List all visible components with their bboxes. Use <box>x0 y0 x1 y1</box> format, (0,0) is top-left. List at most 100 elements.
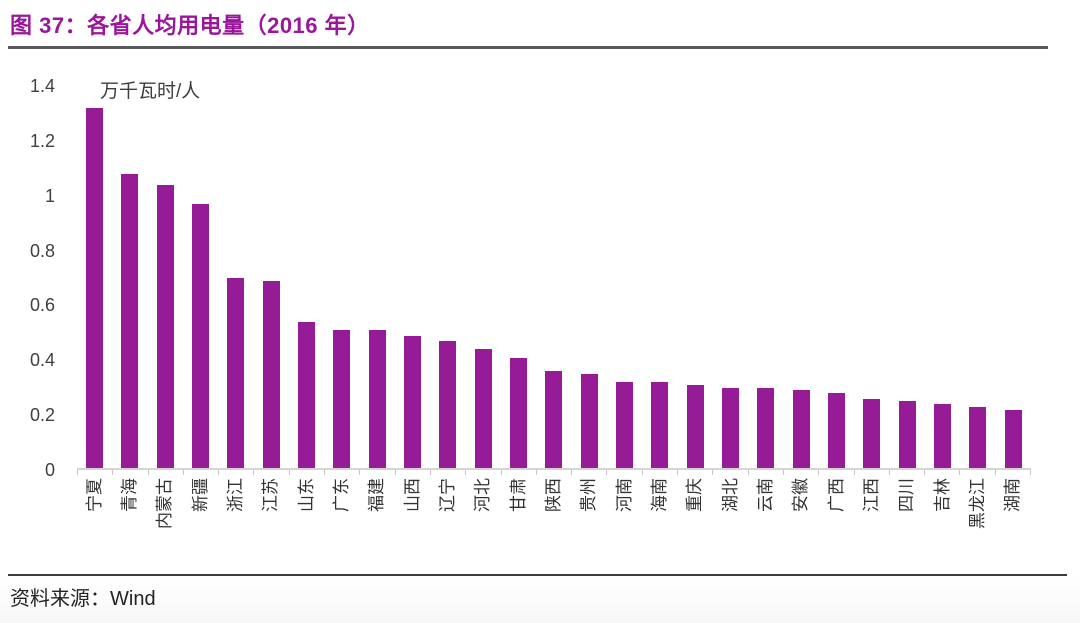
axis-tick <box>925 470 961 475</box>
bar-slot <box>77 86 112 470</box>
axis-tick <box>466 470 502 475</box>
bar-slot <box>607 86 642 470</box>
y-axis-tick-labels: 0 0.2 0.4 0.6 0.8 1 1.2 1.4 <box>0 0 55 480</box>
bar <box>192 203 210 470</box>
y-axis-tick-label: 1.2 <box>29 130 55 151</box>
bar-slot <box>748 86 783 470</box>
bar <box>580 374 598 470</box>
x-axis-ticks <box>77 470 1032 475</box>
bar <box>439 341 457 470</box>
bar <box>722 387 740 470</box>
bar-slot <box>466 86 501 470</box>
x-axis-label: 辽宁 <box>437 478 457 512</box>
bar <box>298 321 316 470</box>
axis-tick <box>890 470 926 475</box>
axis-tick <box>184 470 220 475</box>
y-axis-tick-label: 0 <box>44 460 55 480</box>
bar <box>227 278 245 470</box>
source-divider <box>8 574 1067 576</box>
axis-tick <box>325 470 361 475</box>
x-axis-label: 江西 <box>861 478 881 512</box>
x-axis-label: 湖北 <box>720 478 740 512</box>
axis-tick <box>254 470 290 475</box>
x-axis-label: 新疆 <box>190 478 210 512</box>
bar-slot <box>360 86 395 470</box>
y-axis-unit-label: 万千瓦时/人 <box>100 81 201 102</box>
y-axis-tick-label: 0.2 <box>29 405 55 426</box>
bar-slot <box>430 86 465 470</box>
bar-slot <box>642 86 677 470</box>
x-axis-label: 云南 <box>755 478 775 512</box>
y-axis-tick-label: 0.8 <box>29 240 55 261</box>
bar-slot <box>713 86 748 470</box>
x-axis-label: 湖南 <box>1003 478 1023 512</box>
bar <box>545 371 563 470</box>
bar <box>404 335 422 470</box>
y-axis-tick-label: 0.6 <box>29 295 55 316</box>
x-axis-label: 山西 <box>402 478 422 512</box>
axis-tick <box>113 470 149 475</box>
x-axis-label: 浙江 <box>225 478 245 512</box>
bar <box>863 398 881 470</box>
figure-title: 图 37：各省人均用电量（2016 年） <box>10 13 370 38</box>
axis-tick <box>396 470 431 475</box>
axis-tick <box>219 470 255 475</box>
x-axis-label: 贵州 <box>579 478 599 512</box>
bar <box>1004 409 1022 470</box>
bar-slot <box>395 86 430 470</box>
bar <box>333 330 351 470</box>
axis-tick <box>678 470 714 475</box>
axis-tick <box>290 470 326 475</box>
bar-slot <box>536 86 571 470</box>
bar-slot <box>890 86 925 470</box>
bar-slot <box>678 86 713 470</box>
x-axis-label: 宁夏 <box>84 478 104 512</box>
x-axis-label: 河北 <box>473 478 493 512</box>
bar <box>262 280 280 470</box>
x-axis-label: 四川 <box>897 478 917 512</box>
bar <box>86 107 104 470</box>
bar-slot <box>501 86 536 470</box>
x-axis-label: 江苏 <box>261 478 281 512</box>
x-axis-label: 山东 <box>296 478 316 512</box>
axis-tick <box>713 470 749 475</box>
x-axis-label: 安徽 <box>791 478 811 512</box>
bar <box>121 173 139 470</box>
source-name: Wind <box>110 588 156 610</box>
x-axis-label: 甘肃 <box>508 478 528 512</box>
bars-plot <box>77 86 1031 470</box>
bar <box>156 184 174 470</box>
x-axis-label: 吉林 <box>932 478 952 512</box>
bar-slot <box>996 86 1031 470</box>
axis-tick <box>360 470 396 475</box>
x-axis-label: 广西 <box>826 478 846 512</box>
x-axis-label: 青海 <box>119 478 139 512</box>
title-divider <box>8 46 1048 49</box>
bar <box>828 393 846 470</box>
x-axis-label: 内蒙古 <box>155 478 175 529</box>
bar <box>474 349 492 470</box>
y-axis-tick-label: 1 <box>44 185 55 206</box>
bar <box>792 390 810 470</box>
source-label: 资料来源： <box>10 588 110 610</box>
x-axis-label: 重庆 <box>685 478 705 512</box>
axis-tick <box>78 470 114 475</box>
bar <box>757 387 775 470</box>
axis-tick <box>749 470 784 475</box>
axis-tick <box>537 470 573 475</box>
bar-slot <box>784 86 819 470</box>
bar-slot <box>819 86 854 470</box>
axis-tick <box>643 470 679 475</box>
x-axis-label: 黑龙江 <box>967 478 987 529</box>
bar <box>969 406 987 470</box>
bar <box>616 382 634 470</box>
bar-slot <box>148 86 183 470</box>
source-text: 资料来源：Wind <box>10 582 156 611</box>
bar-slot <box>854 86 889 470</box>
axis-tick <box>572 470 608 475</box>
bar <box>368 330 386 470</box>
bar-slot <box>925 86 960 470</box>
x-axis-label: 福建 <box>367 478 387 512</box>
x-axis-label: 广东 <box>331 478 351 512</box>
